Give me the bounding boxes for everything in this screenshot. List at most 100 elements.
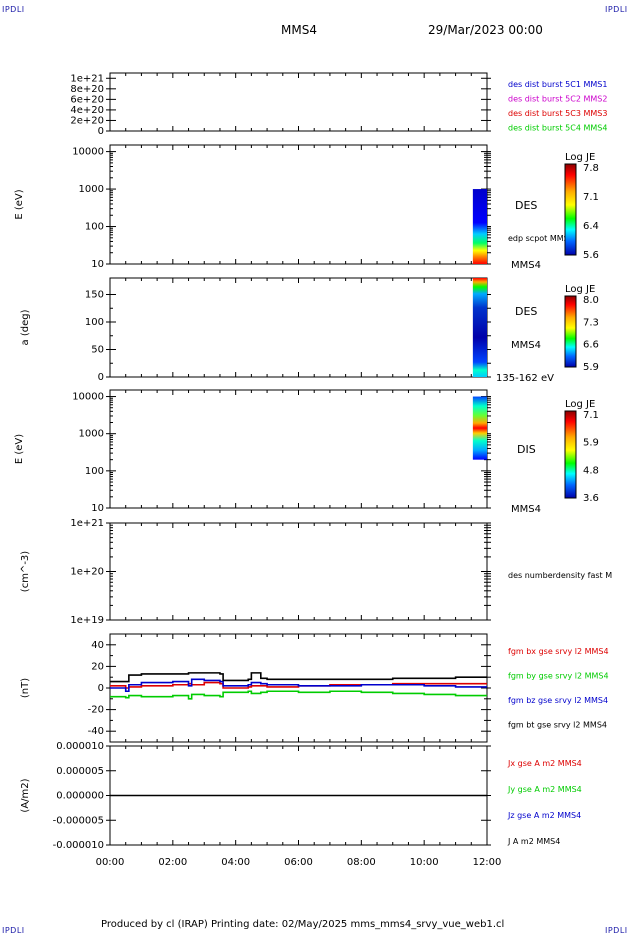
- colorbar-tick-label: 7.3: [583, 317, 599, 328]
- colorbar-title: Log JE: [565, 399, 595, 410]
- fgm-legend: fgm bz gse srvy l2 MMS4: [508, 696, 608, 705]
- footer-text: Produced by cl (IRAP) Printing date: 02/…: [101, 919, 505, 930]
- colorbar-1: [564, 163, 577, 256]
- dist-burst-legend: des dist burst 5C2 MMS2: [508, 95, 607, 104]
- density-legend: des numberdensity fast M: [508, 571, 612, 580]
- x-tick-label: 02:00: [158, 857, 187, 868]
- y-tick-label: 0.000010: [56, 741, 104, 752]
- y-tick-label: 2e+20: [70, 115, 104, 126]
- y-tick-label: 50: [91, 345, 104, 356]
- y-tick-label: 1e+21: [70, 73, 104, 84]
- y-tick-label: 0: [98, 372, 104, 383]
- y-tick-label: 20: [91, 661, 104, 672]
- colorbar-tick-label: 7.1: [583, 192, 599, 203]
- y-tick-label: 100: [85, 222, 104, 233]
- des-label: DES: [515, 199, 537, 212]
- fgm-legend: fgm bx gse srvy l2 MMS4: [508, 647, 609, 656]
- panel-frame-3: [109, 277, 488, 378]
- y-axis-label: (nT): [20, 678, 31, 698]
- logo-left: IPDLI: [2, 5, 25, 14]
- colorbar-tick-label: 6.4: [583, 221, 599, 232]
- x-tick-label: 08:00: [347, 857, 376, 868]
- y-tick-label: 1e+19: [70, 615, 104, 626]
- y-tick-label: -0.000005: [53, 815, 104, 826]
- fgm-legend: fgm bt gse srvy l2 MMS4: [508, 721, 607, 730]
- y-tick-label: 40: [91, 640, 104, 651]
- colorbar-tick-label: 5.6: [583, 250, 599, 261]
- y-tick-label: 100: [85, 317, 104, 328]
- mms4-label: MMS4: [511, 340, 541, 351]
- y-axis-label: (A/m2): [20, 778, 31, 812]
- x-tick-label: 04:00: [221, 857, 250, 868]
- footer-logo-left: IPDLI: [2, 926, 25, 935]
- y-tick-label: 0: [98, 683, 104, 694]
- y-axis-label: a (deg): [20, 309, 31, 345]
- date-title: 29/Mar/2023 00:00: [428, 23, 543, 37]
- mms4-label: MMS4: [511, 260, 541, 271]
- panel-frame-4: [109, 389, 488, 509]
- y-axis-label: E (eV): [14, 434, 25, 464]
- panel-frame-5: [109, 522, 488, 621]
- colorbar-tick-label: 7.1: [583, 410, 599, 421]
- y-tick-label: 8e+20: [70, 84, 104, 95]
- y-tick-label: 1e+20: [70, 567, 104, 578]
- y-tick-label: 100: [85, 466, 104, 477]
- y-tick-label: 10000: [72, 392, 104, 403]
- colorbar-tick-label: 5.9: [583, 362, 599, 373]
- y-tick-label: 1000: [79, 184, 104, 195]
- y-axis-label: E (eV): [14, 189, 25, 219]
- fgm-series-line: [110, 678, 487, 693]
- y-tick-label: 150: [85, 290, 104, 301]
- colorbar-title: Log JE: [565, 152, 595, 163]
- y-tick-label: 10: [91, 259, 104, 270]
- y-tick-label: 10000: [72, 147, 104, 158]
- x-tick-label: 00:00: [96, 857, 125, 868]
- y-tick-label: 1000: [79, 429, 104, 440]
- panel-frame-2: [109, 144, 488, 265]
- colorbar-tick-label: 3.6: [583, 493, 599, 504]
- colorbar-tick-label: 4.8: [583, 465, 599, 476]
- dis-label: DIS: [517, 443, 536, 456]
- colorbar-tick-label: 5.9: [583, 438, 599, 449]
- y-tick-label: 0.000005: [56, 766, 104, 777]
- x-tick-label: 10:00: [410, 857, 439, 868]
- footer-logo-right: IPDLI: [605, 926, 628, 935]
- y-tick-label: -40: [88, 726, 104, 737]
- dist-burst-legend: des dist burst 5C3 MMS3: [508, 109, 607, 118]
- dist-burst-legend: des dist burst 5C1 MMS1: [508, 80, 607, 89]
- fgm-series-line: [110, 690, 487, 700]
- colorbar-tick-label: 6.6: [583, 340, 599, 351]
- y-tick-label: -0.000010: [53, 840, 104, 851]
- y-tick-label: 4e+20: [70, 105, 104, 116]
- y-tick-label: 1e+21: [70, 518, 104, 529]
- colorbar-tick-label: 7.8: [583, 163, 599, 174]
- fgm-legend: fgm by gse srvy l2 MMS4: [508, 672, 609, 681]
- colorbar-2: [564, 295, 577, 368]
- current-legend: Jy gse A m2 MMS4: [507, 785, 582, 794]
- y-tick-label: 6e+20: [70, 94, 104, 105]
- x-tick-label: 12:00: [473, 857, 502, 868]
- mms4-label: MMS4: [511, 504, 541, 515]
- panel-frame-6: [109, 633, 488, 743]
- y-tick-label: 0: [98, 126, 104, 137]
- des-label: DES: [515, 305, 537, 318]
- x-tick-label: 06:00: [284, 857, 313, 868]
- des-pitch-spectrogram: [472, 278, 487, 377]
- colorbar-title: Log JE: [565, 284, 595, 295]
- des-energy-spectrogram: [472, 189, 487, 264]
- y-tick-label: 0.000000: [56, 791, 104, 802]
- colorbar-tick-label: 8.0: [583, 295, 599, 306]
- energy-range-label: 135-162 eV: [496, 373, 554, 384]
- y-axis-label: (cm^-3): [20, 551, 31, 592]
- logo-right: IPDLI: [605, 5, 628, 14]
- current-legend: Jz gse A m2 MMS4: [507, 811, 581, 820]
- scpot-label: edp scpot MMS4: [508, 234, 574, 243]
- current-legend: J A m2 MMS4: [507, 837, 560, 846]
- y-tick-label: -20: [88, 705, 104, 716]
- panel-frame-1: [109, 72, 488, 132]
- y-tick-label: 10: [91, 503, 104, 514]
- fgm-series-line: [110, 672, 487, 683]
- current-legend: Jx gse A m2 MMS4: [507, 759, 582, 768]
- dis-energy-spectrogram: [472, 396, 487, 460]
